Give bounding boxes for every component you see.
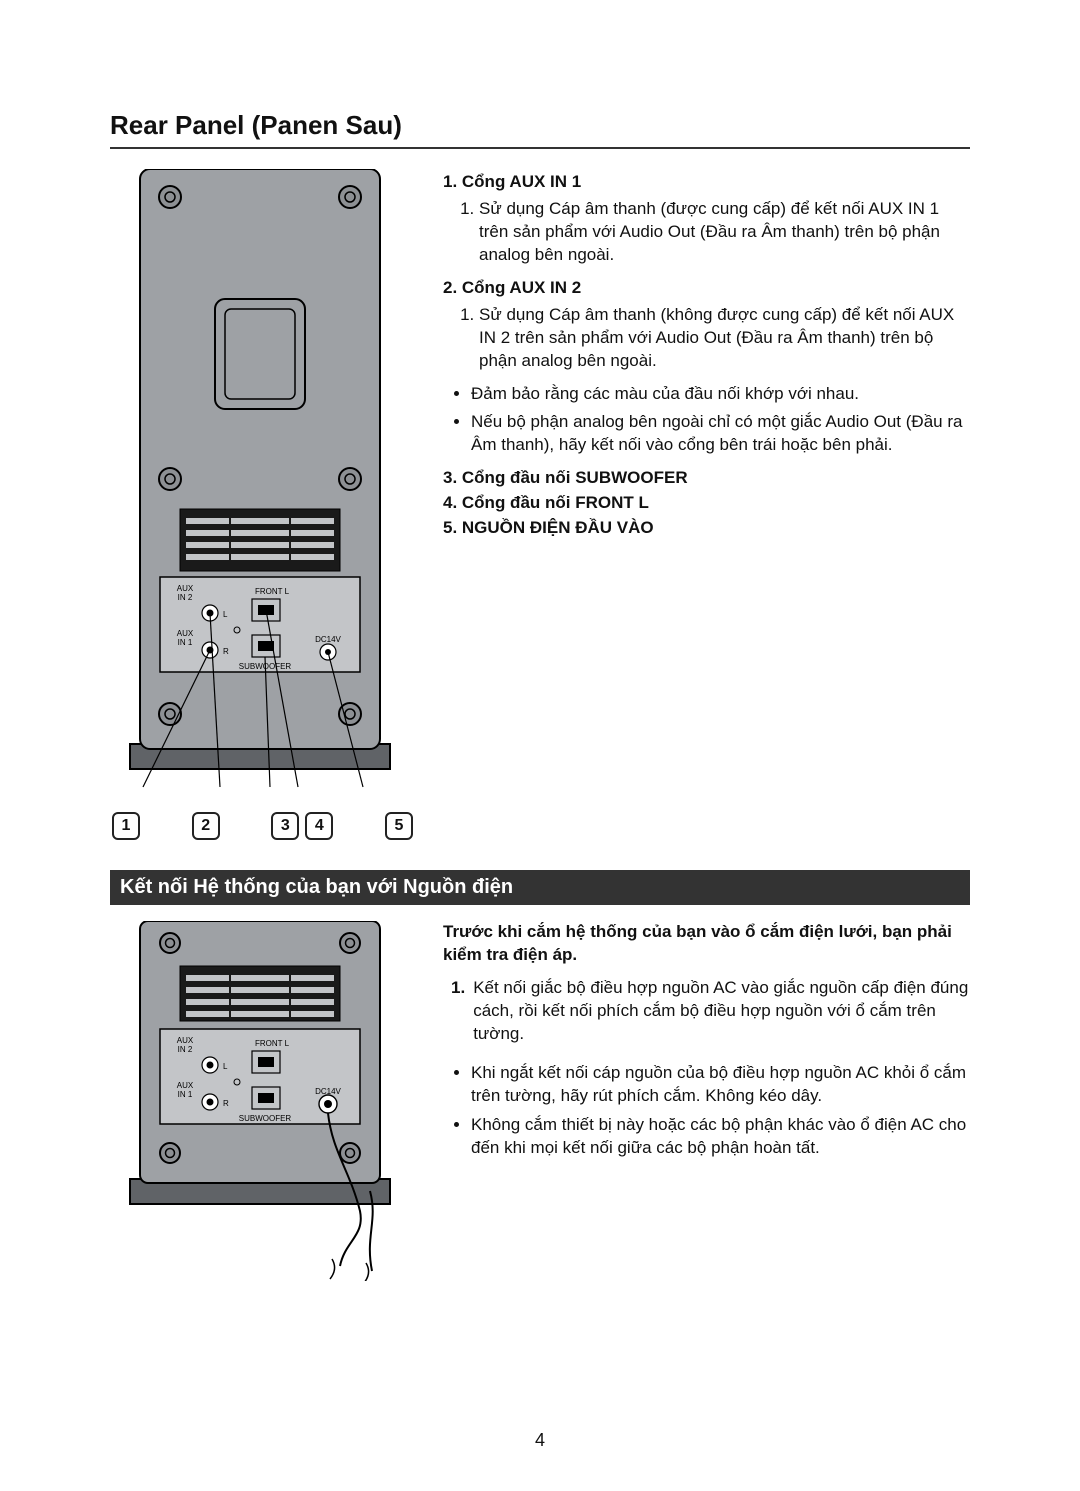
marker-4: 4 <box>305 812 333 840</box>
power-section-heading: Kết nối Hệ thống của bạn với Nguồn điện <box>110 870 970 905</box>
svg-text:R: R <box>223 1099 229 1108</box>
item1-heading: 1. Cổng AUX IN 1 <box>443 171 970 194</box>
callout-markers: 1 2 3 4 5 <box>110 812 415 840</box>
power-text: Trước khi cắm hệ thống của bạn vào ổ cắm… <box>443 921 970 1169</box>
svg-text:IN 1: IN 1 <box>178 638 193 647</box>
svg-text:L: L <box>223 1062 228 1071</box>
label-aux2: AUX <box>177 584 194 593</box>
item4-heading: 4. Cổng đầu nối FRONT L <box>443 492 970 515</box>
svg-text:IN 1: IN 1 <box>178 1090 193 1099</box>
section-title: Rear Panel (Panen Sau) <box>110 110 970 149</box>
power-step-text: Kết nối giắc bộ điều hợp nguồn AC vào gi… <box>473 977 970 1046</box>
power-diagram: AUX IN 2 AUX IN 1 FRONT L L R DC14V SUBW… <box>110 921 415 1286</box>
label-l: L <box>223 610 228 619</box>
rear-panel-descriptions: 1. Cổng AUX IN 1 Sử dụng Cáp âm thanh (đ… <box>443 169 970 540</box>
rear-panel-row: AUX IN 2 AUX IN 1 FRONT L L R DC14V SUBW… <box>110 169 970 840</box>
label-aux1: AUX <box>177 629 194 638</box>
power-warning: Trước khi cắm hệ thống của bạn vào ổ cắm… <box>443 921 970 967</box>
power-step-num: 1. <box>451 977 465 1046</box>
item1-text: Sử dụng Cáp âm thanh (được cung cấp) để … <box>479 198 970 267</box>
marker-2: 2 <box>192 812 220 840</box>
marker-3: 3 <box>271 812 299 840</box>
svg-text:IN 2: IN 2 <box>178 593 193 602</box>
label-r: R <box>223 647 229 656</box>
page-number: 4 <box>0 1430 1080 1451</box>
item2-bullet2: Nếu bộ phận analog bên ngoài chỉ có một … <box>471 411 970 457</box>
power-bullet2: Không cắm thiết bị này hoặc các bộ phận … <box>471 1114 970 1160</box>
marker-1: 1 <box>112 812 140 840</box>
item5-heading: 5. NGUỒN ĐIỆN ĐẦU VÀO <box>443 517 970 540</box>
svg-text:SUBWOOFER: SUBWOOFER <box>239 1114 292 1123</box>
svg-text:FRONT L: FRONT L <box>255 1039 290 1048</box>
rear-panel-diagram: AUX IN 2 AUX IN 1 FRONT L L R DC14V SUBW… <box>110 169 415 840</box>
item2-text: Sử dụng Cáp âm thanh (không được cung cấ… <box>479 304 970 373</box>
power-bullet1: Khi ngắt kết nối cáp nguồn của bộ điều h… <box>471 1062 970 1108</box>
power-row: AUX IN 2 AUX IN 1 FRONT L L R DC14V SUBW… <box>110 921 970 1286</box>
svg-text:IN 2: IN 2 <box>178 1045 193 1054</box>
item2-heading: 2. Cổng AUX IN 2 <box>443 277 970 300</box>
label-frontl: FRONT L <box>255 587 290 596</box>
marker-5: 5 <box>385 812 413 840</box>
label-dc: DC14V <box>315 635 341 644</box>
svg-text:AUX: AUX <box>177 1036 194 1045</box>
item3-heading: 3. Cổng đầu nối SUBWOOFER <box>443 467 970 490</box>
svg-text:AUX: AUX <box>177 1081 194 1090</box>
item2-bullet1: Đảm bảo rằng các màu của đầu nối khớp vớ… <box>471 383 970 406</box>
